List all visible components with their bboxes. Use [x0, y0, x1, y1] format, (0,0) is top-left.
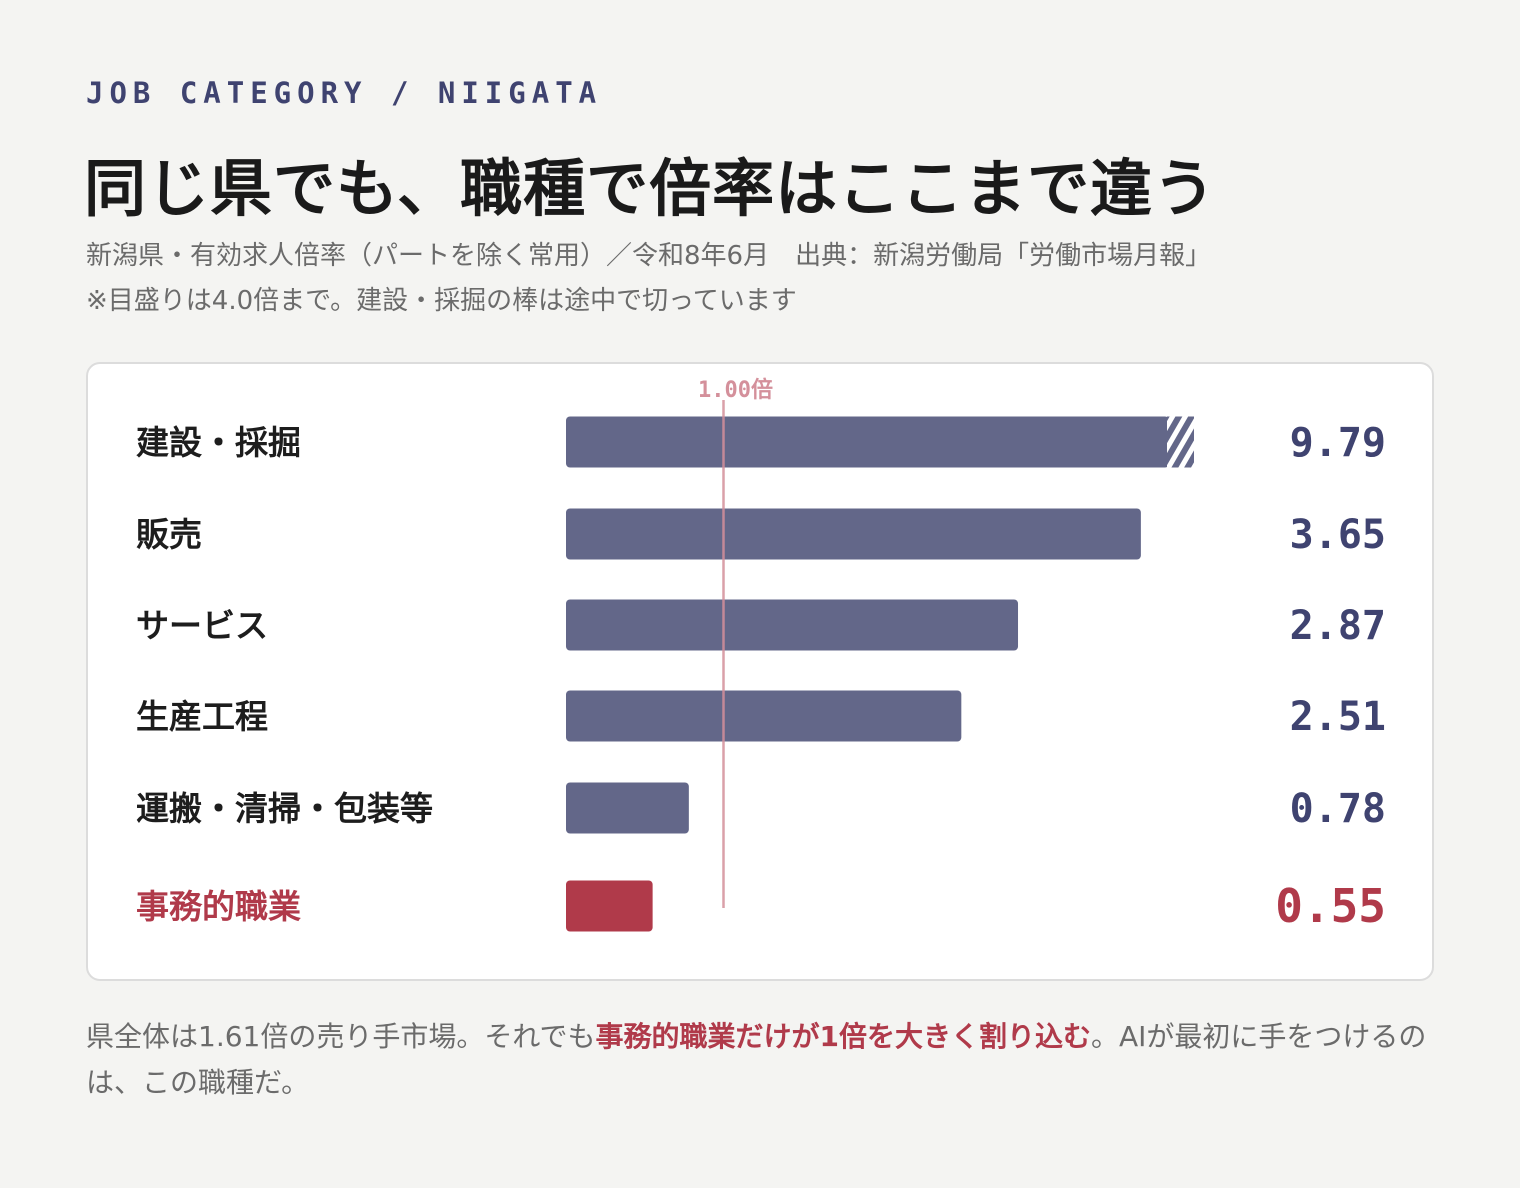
footer-emphasis: 事務的職業だけが1倍を大きく割り込む	[595, 1020, 1092, 1053]
subtitle: 新潟県・有効求人倍率（パートを除く常用）／令和8年6月 出典：新潟労働局「労働市…	[86, 234, 1211, 324]
footer-note: 県全体は1.61倍の売り手市場。それでも事務的職業だけが1倍を大きく割り込む。A…	[86, 1014, 1436, 1106]
chart-card: 建設・採掘 9.79 販売 3.65 サービス 2.87 生産工程 2.51 運搬・清掃・包装等…	[86, 362, 1434, 981]
bar-chart: 建設・採掘 9.79 販売 3.65 サービス 2.87 生産工程 2.51 運搬・清掃・包装等…	[136, 377, 1386, 933]
category-label: 運搬・清掃・包装等	[136, 789, 433, 828]
value-label: 0.78	[1290, 786, 1386, 832]
source-line: 新潟県・有効求人倍率（パートを除く常用）／令和8年6月 出典：新潟労働局「労働市…	[86, 241, 1212, 271]
category-label: 建設・採掘	[136, 423, 301, 462]
value-label: 9.79	[1290, 420, 1386, 466]
bar-truncation-hatch	[1167, 416, 1194, 468]
value-label: 2.87	[1290, 603, 1386, 649]
footer-text-after: 。AIが最初に手をつけるのは、この職種だ。	[86, 1020, 1427, 1099]
bar	[566, 690, 962, 742]
category-label: 生産工程	[136, 697, 268, 736]
scale-note: ※目盛りは4.0倍まで。建設・採掘の棒は途中で切っています	[86, 286, 797, 316]
bar	[566, 880, 653, 932]
category-label: 事務的職業	[136, 887, 301, 926]
category-label: 販売	[136, 515, 202, 554]
bar	[566, 416, 1169, 468]
eyebrow-label: JOB CATEGORY / NIIGATA	[86, 76, 603, 110]
bar	[566, 599, 1019, 651]
value-label: 3.65	[1290, 512, 1386, 558]
page-title: 同じ県でも、職種で倍率はここまで違う	[84, 152, 1217, 225]
value-label: 2.51	[1290, 694, 1386, 740]
footer-text-before: 県全体は1.61倍の売り手市場。それでも	[86, 1020, 596, 1053]
value-label: 0.55	[1275, 879, 1386, 933]
reference-line-label: 1.00倍	[698, 377, 773, 403]
bar	[566, 782, 689, 834]
category-label: サービス	[136, 606, 268, 645]
bar	[566, 508, 1141, 560]
